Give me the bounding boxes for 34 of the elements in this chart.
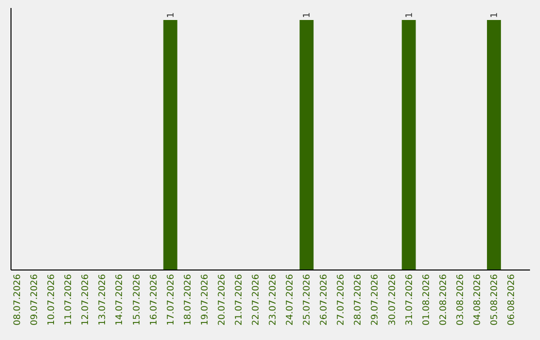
x-tick-label: 31.07.2026 [404, 274, 415, 326]
x-tick-label: 03.08.2026 [456, 274, 466, 326]
x-tick-label: 04.08.2026 [472, 274, 483, 326]
x-tick-label: 11.07.2026 [64, 274, 74, 326]
x-tick-label: 15.07.2026 [132, 274, 142, 326]
x-tick-label: 28.07.2026 [354, 274, 364, 326]
data-label: 1 [302, 12, 313, 18]
x-tick-label: 02.08.2026 [438, 274, 449, 326]
x-tick-label: 13.07.2026 [98, 274, 108, 326]
x-tick-label: 24.07.2026 [286, 274, 296, 326]
x-tick-label: 01.08.2026 [422, 274, 432, 326]
x-tick-label: 21.07.2026 [234, 274, 244, 326]
data-label: 1 [490, 12, 500, 18]
x-tick-label: 19.07.2026 [200, 274, 210, 326]
x-tick-label: 27.07.2026 [336, 274, 347, 326]
x-tick-label: 12.07.2026 [81, 274, 92, 326]
x-tick-label: 18.07.2026 [183, 274, 194, 326]
x-tick-label: 14.07.2026 [115, 274, 126, 326]
x-tick-label: 22.07.2026 [251, 274, 262, 326]
x-tick-label: 26.07.2026 [320, 274, 330, 326]
data-label: 1 [404, 12, 415, 18]
x-tick-label: 05.08.2026 [490, 274, 500, 326]
x-tick-label: 17.07.2026 [166, 274, 176, 326]
x-tick-label: 29.07.2026 [370, 274, 381, 326]
x-tick-label: 09.07.2026 [30, 274, 40, 326]
x-tick-label: 25.07.2026 [302, 274, 313, 326]
x-tick-label: 20.07.2026 [217, 274, 228, 326]
x-tick-label: 16.07.2026 [149, 274, 160, 326]
x-tick-label: 30.07.2026 [388, 274, 398, 326]
x-tick-label: 08.07.2026 [13, 274, 24, 326]
x-tick-label: 23.07.2026 [268, 274, 279, 326]
x-tick-label: 06.08.2026 [506, 274, 517, 326]
x-tick-label: 10.07.2026 [47, 274, 58, 326]
data-label: 1 [166, 12, 176, 18]
